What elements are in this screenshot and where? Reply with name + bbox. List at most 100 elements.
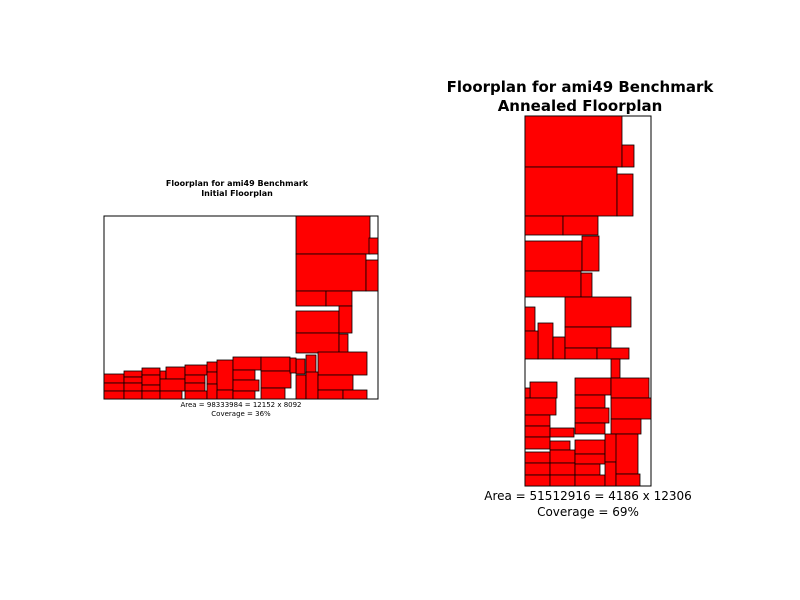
annealed-block xyxy=(562,215,599,236)
initial-block xyxy=(159,390,183,400)
annealed-block xyxy=(524,462,551,476)
right-caption: Area = 51512916 = 4186 x 12306 Coverage … xyxy=(455,489,721,520)
initial-block xyxy=(159,378,186,392)
right-title: Floorplan for ami49 Benchmark Annealed F… xyxy=(430,78,730,116)
initial-block xyxy=(216,359,234,391)
left-title-line1: Floorplan for ami49 Benchmark xyxy=(165,179,309,188)
right-coverage-text: Coverage = 69% xyxy=(537,504,639,519)
annealed-block xyxy=(549,449,576,464)
initial-block xyxy=(141,374,161,386)
annealed-block xyxy=(574,407,610,424)
initial-block xyxy=(206,371,218,385)
initial-block xyxy=(103,382,125,392)
initial-block xyxy=(317,374,354,391)
annealed-block xyxy=(549,462,576,476)
initial-block xyxy=(295,374,307,400)
initial-block xyxy=(260,387,286,400)
initial-block xyxy=(260,356,291,372)
annealed-block xyxy=(549,474,576,487)
annealed-block xyxy=(524,115,623,168)
annealed-block xyxy=(524,215,564,236)
initial-blocks xyxy=(103,215,379,400)
initial-block xyxy=(103,373,125,384)
initial-block xyxy=(260,370,292,389)
annealed-block xyxy=(574,474,606,487)
annealed-block xyxy=(596,347,630,360)
initial-block xyxy=(216,389,234,400)
initial-block xyxy=(123,376,143,384)
initial-block xyxy=(232,390,256,400)
left-title: Floorplan for ami49 Benchmark Initial Fl… xyxy=(105,179,369,199)
initial-block xyxy=(232,369,256,381)
annealed-block xyxy=(529,381,558,399)
annealed-block xyxy=(552,336,566,360)
initial-floorplan xyxy=(103,215,379,400)
annealed-block xyxy=(524,451,551,464)
initial-block xyxy=(295,290,327,307)
initial-block xyxy=(123,390,143,400)
initial-block xyxy=(165,366,186,380)
annealed-block xyxy=(580,272,593,298)
initial-block xyxy=(295,253,367,292)
annealed-block xyxy=(610,358,621,379)
annealed-block xyxy=(615,473,641,487)
annealed-block xyxy=(524,474,551,487)
annealed-block xyxy=(524,240,583,272)
right-area-text: Area = 51512916 = 4186 x 12306 xyxy=(484,489,692,503)
initial-block xyxy=(123,370,143,378)
annealed-block xyxy=(524,387,531,399)
initial-block xyxy=(159,370,167,380)
initial-block xyxy=(123,382,143,392)
initial-block xyxy=(338,333,349,354)
initial-block xyxy=(184,390,208,400)
annealed-block xyxy=(615,433,639,475)
annealed-block xyxy=(524,270,582,298)
annealed-block xyxy=(574,439,606,455)
annealed-block xyxy=(564,326,612,349)
right-title-line1: Floorplan for ami49 Benchmark xyxy=(446,78,714,96)
annealed-block xyxy=(574,463,601,476)
initial-block xyxy=(368,237,379,255)
annealed-block xyxy=(616,173,634,217)
initial-block xyxy=(295,358,306,375)
initial-block xyxy=(232,379,260,392)
initial-block xyxy=(184,382,206,392)
annealed-block xyxy=(524,166,618,217)
annealed-block xyxy=(564,347,598,360)
initial-block xyxy=(295,332,340,354)
left-area-text: Area = 98333984 = 12152 x 8092 xyxy=(180,401,302,409)
initial-block xyxy=(317,351,368,376)
initial-block xyxy=(184,364,208,376)
initial-block xyxy=(141,390,161,400)
initial-block xyxy=(342,389,368,400)
left-coverage-text: Coverage = 36% xyxy=(211,410,271,419)
left-title-line2: Initial Floorplan xyxy=(201,189,273,198)
initial-block xyxy=(289,357,297,374)
annealed-block xyxy=(524,397,557,416)
initial-block xyxy=(141,384,161,392)
annealed-block xyxy=(610,418,642,435)
annealed-block xyxy=(581,235,600,272)
annealed-block xyxy=(574,377,612,396)
initial-block xyxy=(295,310,340,334)
annealed-block xyxy=(610,377,650,399)
initial-block xyxy=(103,390,125,400)
annealed-blocks xyxy=(524,115,652,487)
annealed-block xyxy=(574,394,606,409)
left-caption: Area = 98333984 = 12152 x 8092 Coverage … xyxy=(104,401,378,419)
initial-block xyxy=(305,354,317,374)
annealed-block xyxy=(537,322,554,360)
initial-block xyxy=(325,290,353,307)
annealed-block xyxy=(549,427,575,438)
annealed-block xyxy=(524,436,551,450)
annealed-floorplan xyxy=(524,115,652,487)
right-title-line2: Annealed Floorplan xyxy=(497,96,663,115)
initial-block xyxy=(295,215,371,255)
annealed-block xyxy=(574,422,606,435)
annealed-block xyxy=(524,414,551,427)
initial-block xyxy=(141,367,161,376)
annealed-block xyxy=(604,461,617,487)
initial-block xyxy=(206,383,218,400)
initial-block xyxy=(232,356,262,371)
